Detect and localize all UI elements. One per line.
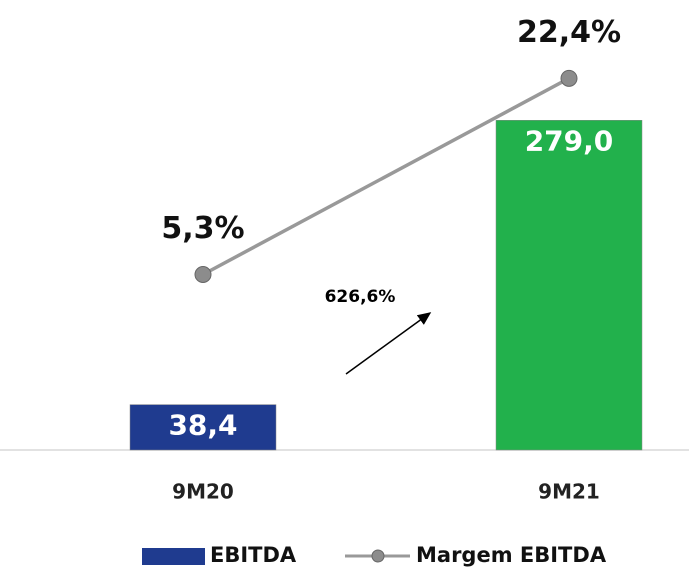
data-label: 38,4 [168, 409, 237, 442]
x-tick-label: 9M21 [538, 480, 600, 504]
line [202, 76, 570, 277]
legend-label: EBITDA [210, 543, 297, 567]
data-label: 22,4% [517, 15, 621, 50]
x-tick-label: 9M20 [172, 480, 234, 504]
data-label: 279,0 [525, 124, 614, 157]
annotation: 626,6% [325, 287, 396, 307]
line-marker [560, 69, 578, 87]
legend-swatch [371, 549, 385, 563]
bar [129, 404, 277, 451]
bar [495, 120, 643, 451]
legend-label: Margem EBITDA [416, 543, 607, 567]
arrow [345, 312, 432, 375]
legend-swatch [142, 548, 205, 565]
line-marker [194, 266, 212, 283]
data-label: 5,3% [161, 211, 244, 246]
